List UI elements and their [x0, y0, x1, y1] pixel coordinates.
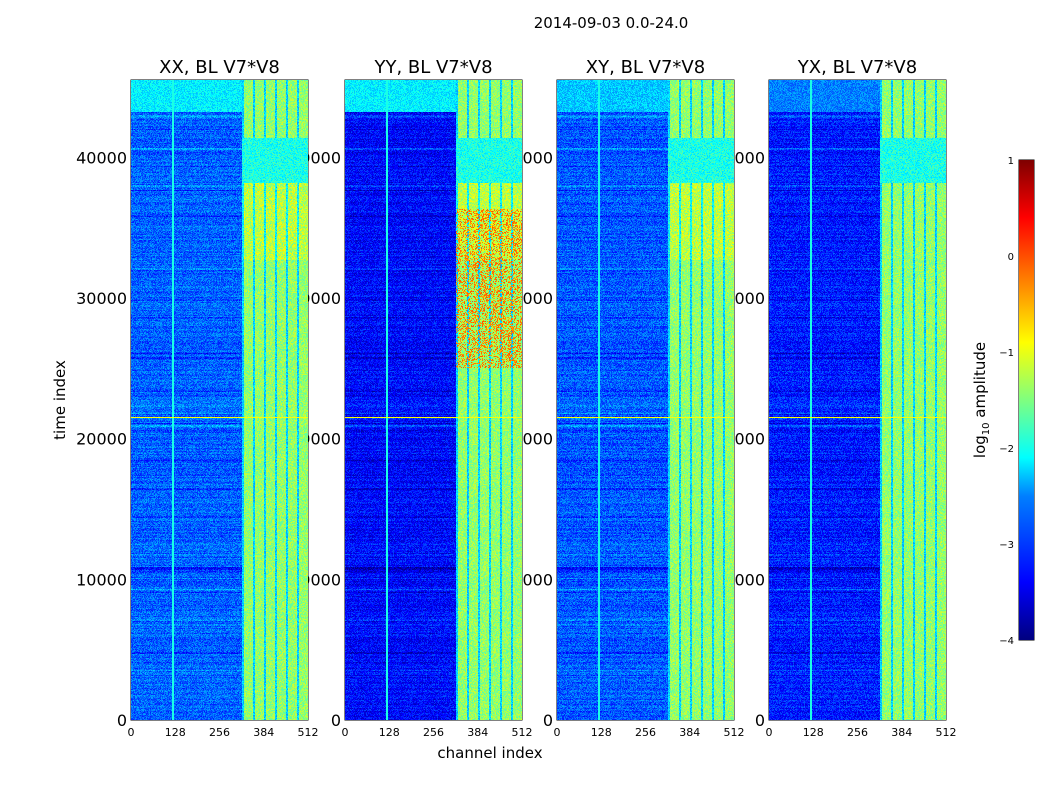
panel-title-1: XX, BL V7*V8: [159, 57, 280, 78]
colorbar-tick-label-1: −3: [999, 540, 1014, 551]
panel-title-4: YX, BL V7*V8: [797, 57, 917, 78]
x-tick-label-1-4: 512: [298, 726, 319, 739]
heatmap-panel-2: [345, 80, 522, 720]
heatmap-panel-4: [769, 80, 946, 720]
x-tick-label-1-2: 256: [209, 726, 230, 739]
y-tick-label-3-0: 0: [543, 711, 553, 730]
y-tick-label-1-0: 0: [117, 711, 127, 730]
x-tick-label-4-2: 256: [847, 726, 868, 739]
y-tick-label-4-0: 0: [755, 711, 765, 730]
colorbar-tick-label-5: 1: [1008, 156, 1014, 167]
x-tick-label-4-0: 0: [766, 726, 773, 739]
x-tick-label-4-1: 128: [803, 726, 824, 739]
colorbar-gradient: [1019, 160, 1034, 640]
y-tick-label-1-1: 10000: [76, 570, 127, 589]
colorbar-tick-label-2: −2: [999, 444, 1014, 455]
colorbar-tick-label-0: −4: [999, 636, 1014, 647]
x-tick-label-3-3: 384: [679, 726, 700, 739]
x-tick-label-4-3: 384: [891, 726, 912, 739]
x-tick-label-2-2: 256: [423, 726, 444, 739]
colorbar-label-prefix: log: [971, 435, 989, 458]
x-tick-label-3-0: 0: [554, 726, 561, 739]
heatmap-panel-3: [557, 80, 734, 720]
x-tick-label-2-3: 384: [467, 726, 488, 739]
x-tick-label-1-1: 128: [165, 726, 186, 739]
colorbar-label: log10 amplitude: [971, 342, 992, 458]
x-tick-label-2-0: 0: [342, 726, 349, 739]
colorbar-tick-label-3: −1: [999, 348, 1014, 359]
y-tick-label-1-4: 40000: [76, 148, 127, 167]
y-tick-label-2-0: 0: [331, 711, 341, 730]
x-axis-label: channel index: [437, 744, 542, 762]
x-tick-label-3-2: 256: [635, 726, 656, 739]
y-tick-label-1-2: 20000: [76, 430, 127, 449]
heatmap-panel-1: [131, 80, 308, 720]
colorbar-label-sub: 10: [981, 422, 992, 435]
y-tick-label-1-3: 30000: [76, 289, 127, 308]
x-tick-label-3-1: 128: [591, 726, 612, 739]
panel-title-3: XY, BL V7*V8: [586, 57, 705, 78]
x-tick-label-1-3: 384: [253, 726, 274, 739]
colorbar-tick-label-4: 0: [1008, 252, 1014, 263]
x-tick-label-1-0: 0: [128, 726, 135, 739]
panel-title-2: YY, BL V7*V8: [373, 57, 492, 78]
x-tick-label-2-4: 512: [512, 726, 533, 739]
colorbar-label-suffix: amplitude: [971, 342, 989, 423]
y-axis-label: time index: [51, 360, 69, 440]
figure-title: 2014-09-03 0.0-24.0: [534, 14, 689, 32]
x-tick-label-3-4: 512: [724, 726, 745, 739]
x-tick-label-2-1: 128: [379, 726, 400, 739]
x-tick-label-4-4: 512: [936, 726, 957, 739]
colorbar: log10 amplitude −4 −3 −2 −1 0 1: [971, 156, 1035, 647]
